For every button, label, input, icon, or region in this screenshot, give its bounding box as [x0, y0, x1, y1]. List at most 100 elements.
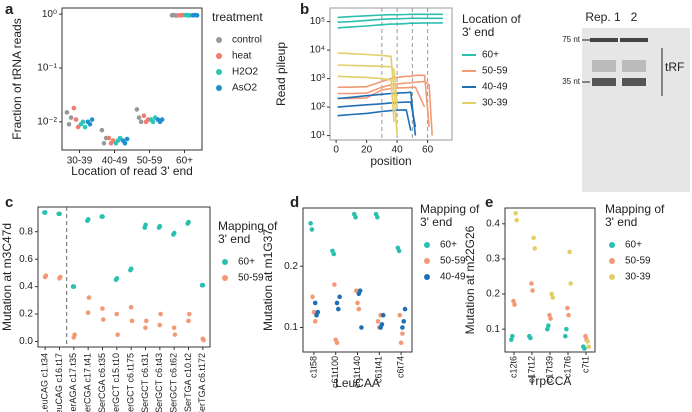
point: [548, 316, 553, 321]
point: [567, 249, 572, 255]
x-tick-label: c17t39: [544, 356, 554, 383]
gel-band: [590, 38, 618, 42]
legend-title: 3' end: [218, 232, 250, 246]
x-tick-label: SerAGA c17.t35: [68, 353, 78, 412]
legend-title: Mapping of: [605, 202, 665, 216]
point: [171, 230, 177, 236]
x-tick-label: SerCGA c17.t41: [83, 353, 93, 412]
gel-band: [620, 38, 648, 42]
line: [337, 52, 398, 136]
point: [563, 333, 568, 339]
point: [141, 113, 147, 119]
point: [545, 326, 550, 332]
point: [312, 319, 318, 324]
legend-label: 40-49: [440, 272, 466, 283]
point: [124, 136, 130, 142]
x-tick-label: c61t140: [352, 356, 362, 388]
marker-label: 35 nt: [562, 77, 581, 86]
point: [186, 311, 192, 317]
point: [353, 214, 358, 220]
point: [401, 319, 407, 324]
point: [582, 346, 587, 351]
point: [565, 305, 570, 311]
y-tick-label: 10⁻¹: [37, 63, 57, 74]
legend-title: treatment: [212, 10, 263, 24]
point: [550, 295, 555, 300]
point: [157, 223, 163, 229]
point: [129, 318, 135, 324]
point: [73, 117, 79, 122]
legend-label: 60+: [238, 257, 255, 268]
point: [172, 332, 178, 337]
point: [375, 319, 381, 324]
point: [531, 235, 536, 241]
point: [308, 221, 313, 226]
point: [201, 337, 206, 343]
plot-frame: [504, 207, 596, 353]
x-tick-label: 50-59: [137, 156, 163, 167]
point: [532, 246, 537, 251]
legend-swatch: [609, 242, 615, 248]
point: [122, 140, 128, 146]
panel-letter: e: [485, 194, 493, 211]
legend-label: H2O2: [232, 67, 259, 78]
legend-label: 50-59: [625, 256, 651, 267]
y-tick-label: 0.2: [284, 261, 298, 272]
y-tick-label: 0.4: [19, 281, 33, 292]
point: [194, 13, 200, 18]
line: [337, 80, 433, 136]
point: [100, 306, 105, 311]
legend-title: 3' end: [462, 25, 494, 39]
point: [353, 288, 359, 294]
legend-label: 30-39: [625, 272, 651, 283]
point: [157, 322, 163, 328]
x-tick-label: 40: [392, 145, 404, 156]
x-tick-label: c1t58: [308, 356, 318, 378]
legend-label: heat: [232, 51, 252, 62]
x-tick-label: 30-39: [67, 156, 93, 167]
legend-swatch: [609, 258, 615, 264]
point: [86, 295, 92, 300]
y-axis-label: Mutation at m22G26: [463, 225, 477, 334]
legend-label: 60+: [482, 50, 499, 61]
point: [64, 110, 70, 115]
point: [143, 222, 148, 228]
x-tick-label: c7t1: [580, 356, 590, 373]
point: [530, 288, 535, 293]
legend-label: 60+: [625, 240, 642, 251]
point: [337, 294, 342, 300]
lane-label: 2: [631, 10, 638, 24]
point: [68, 115, 74, 120]
legend-label: 40-49: [482, 82, 508, 93]
point: [315, 309, 321, 315]
y-axis-label: Read pileup: [274, 42, 288, 106]
gel-panel: Rep. 1 2 75 nt 35 nt tRF: [562, 10, 690, 192]
legend-swatch: [424, 274, 430, 280]
point: [85, 310, 91, 315]
point: [66, 122, 72, 127]
point: [585, 339, 590, 344]
point: [138, 119, 144, 125]
point: [334, 300, 340, 306]
x-tick-label: c17t12: [526, 356, 536, 383]
gel-band: [592, 78, 616, 86]
point: [402, 306, 408, 312]
y-tick-label: 10³: [311, 73, 326, 84]
x-tick-label: SerTGA c10.t2: [183, 353, 193, 412]
legend-label: AsO2: [232, 83, 257, 94]
point: [89, 117, 95, 122]
panel-letter: d: [290, 194, 299, 211]
point: [159, 117, 165, 122]
y-tick-label: 10¹: [311, 130, 326, 141]
legend-title: Mapping of: [420, 202, 480, 216]
point: [150, 119, 156, 125]
line: [337, 109, 412, 131]
y-tick-label: 0.2: [19, 309, 33, 320]
point: [80, 119, 86, 125]
x-tick-label: 60: [422, 145, 434, 156]
point: [200, 282, 206, 288]
point: [85, 217, 91, 222]
point: [529, 281, 534, 286]
legend-swatch: [216, 37, 222, 43]
point: [509, 337, 514, 343]
